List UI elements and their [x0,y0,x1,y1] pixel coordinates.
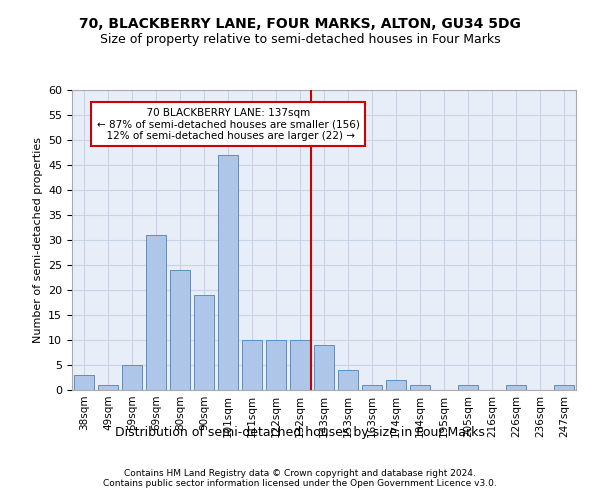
Bar [386,380,406,390]
Bar [218,155,238,390]
Bar [362,385,382,390]
Bar [122,365,142,390]
Text: 70 BLACKBERRY LANE: 137sqm  
← 87% of semi-detached houses are smaller (156)
  1: 70 BLACKBERRY LANE: 137sqm ← 87% of semi… [97,108,359,140]
Bar [506,385,526,390]
Bar [290,340,310,390]
Text: Distribution of semi-detached houses by size in Four Marks: Distribution of semi-detached houses by … [115,426,485,439]
Bar [458,385,478,390]
Text: Size of property relative to semi-detached houses in Four Marks: Size of property relative to semi-detach… [100,32,500,46]
Bar [242,340,262,390]
Bar [146,235,166,390]
Bar [266,340,286,390]
Bar [98,385,118,390]
Text: Contains HM Land Registry data © Crown copyright and database right 2024.: Contains HM Land Registry data © Crown c… [124,468,476,477]
Bar [554,385,574,390]
Bar [410,385,430,390]
Text: Contains public sector information licensed under the Open Government Licence v3: Contains public sector information licen… [103,478,497,488]
Bar [314,345,334,390]
Bar [338,370,358,390]
Bar [194,295,214,390]
Bar [74,375,94,390]
Y-axis label: Number of semi-detached properties: Number of semi-detached properties [32,137,43,343]
Bar [170,270,190,390]
Text: 70, BLACKBERRY LANE, FOUR MARKS, ALTON, GU34 5DG: 70, BLACKBERRY LANE, FOUR MARKS, ALTON, … [79,18,521,32]
